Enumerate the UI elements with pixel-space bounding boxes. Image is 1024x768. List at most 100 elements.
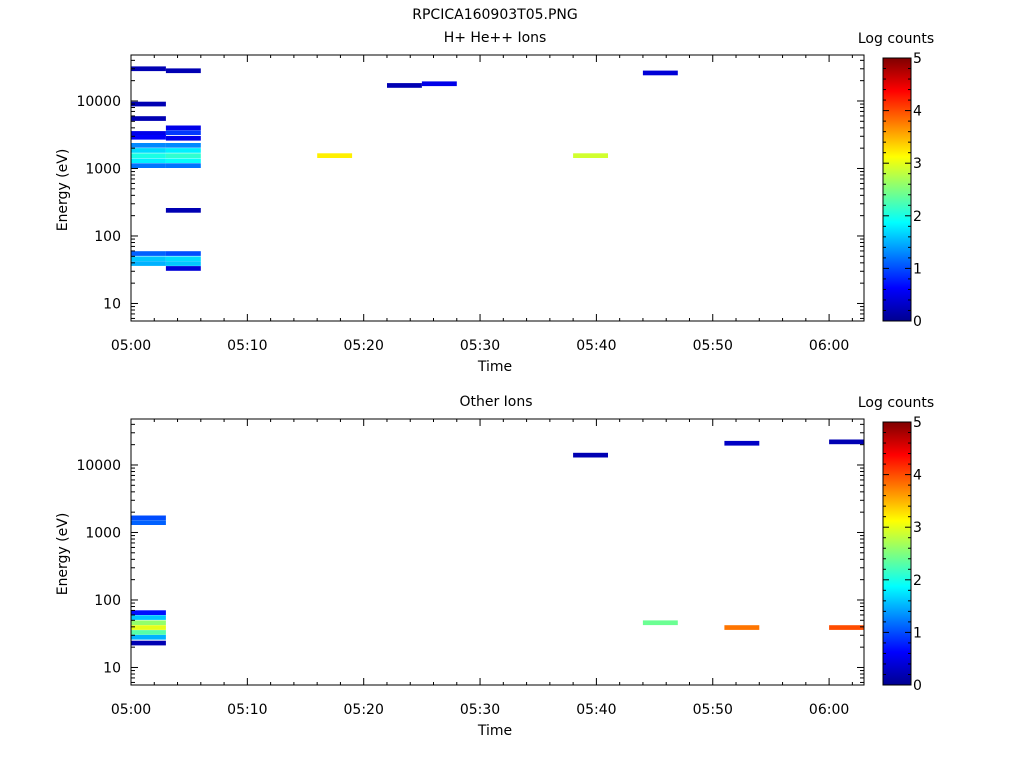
x-tick-label: 05:40 bbox=[576, 702, 616, 718]
panel-1-colorbar-ticks: 0 1 2 3 4 5 bbox=[883, 51, 922, 330]
heatmap-cell bbox=[724, 440, 760, 446]
panel-1-y-ticks: 10 100 1000 10000 bbox=[76, 59, 864, 319]
colorbar-tick-label: 0 bbox=[913, 678, 922, 694]
heatmap-cell bbox=[131, 116, 166, 121]
heatmap-cell bbox=[131, 134, 166, 140]
x-tick-label: 05:00 bbox=[111, 338, 151, 354]
heatmap-cell bbox=[165, 208, 201, 213]
heatmap-cell bbox=[131, 143, 166, 148]
heatmap-cell bbox=[165, 261, 201, 266]
colorbar-tick-label: 4 bbox=[913, 104, 922, 120]
x-tick-label: 05:50 bbox=[693, 702, 733, 718]
y-tick-label: 10 bbox=[103, 660, 121, 676]
colorbar-tick-label: 1 bbox=[913, 261, 922, 277]
x-tick-label: 05:10 bbox=[227, 702, 267, 718]
heatmap-cell bbox=[131, 620, 166, 626]
colorbar-tick-label: 4 bbox=[913, 468, 922, 484]
y-tick-label: 10 bbox=[103, 296, 121, 312]
x-tick-label: 05:30 bbox=[460, 702, 500, 718]
panel-2-y-ticks: 10 100 1000 10000 bbox=[76, 423, 864, 683]
x-tick-label: 05:30 bbox=[460, 338, 500, 354]
heatmap-cell bbox=[131, 256, 166, 262]
colorbar-tick-label: 0 bbox=[913, 314, 922, 330]
panel-2-y-axis-label: Energy (eV) bbox=[55, 513, 71, 596]
x-tick-label: 06:00 bbox=[809, 338, 849, 354]
panel-2-colorbar-label: Log counts bbox=[858, 395, 934, 411]
heatmap-cell bbox=[131, 163, 166, 168]
heatmap-cell bbox=[829, 439, 864, 445]
heatmap-cell bbox=[165, 68, 201, 74]
heatmap-cell bbox=[131, 131, 166, 136]
figure-title: RPCICA160903T05.PNG bbox=[412, 7, 577, 23]
heatmap-cell bbox=[165, 143, 201, 148]
heatmap-cell bbox=[573, 452, 608, 458]
heatmap-cell bbox=[131, 640, 166, 646]
x-tick-label: 06:00 bbox=[809, 702, 849, 718]
x-tick-label: 05:50 bbox=[693, 338, 733, 354]
heatmap-cell bbox=[573, 153, 608, 158]
colorbar-tick-label: 3 bbox=[913, 520, 922, 536]
colorbar-tick-label: 2 bbox=[913, 573, 922, 589]
panel-2-title: Other Ions bbox=[459, 394, 532, 410]
y-tick-label: 10000 bbox=[76, 94, 121, 110]
heatmap-cell bbox=[387, 83, 422, 88]
heatmap-cell bbox=[165, 125, 201, 131]
heatmap-cell bbox=[642, 620, 678, 626]
x-tick-label: 05:00 bbox=[111, 702, 151, 718]
panel-2-x-axis-label: Time bbox=[477, 723, 512, 739]
colorbar-tick-label: 2 bbox=[913, 209, 922, 225]
panel-1-colorbar-label: Log counts bbox=[858, 31, 934, 47]
colorbar-tick-label: 5 bbox=[913, 415, 922, 431]
x-tick-label: 05:20 bbox=[344, 338, 384, 354]
panel-1-heatmap bbox=[131, 66, 678, 271]
heatmap-cell bbox=[165, 158, 201, 164]
heatmap-cell bbox=[131, 625, 166, 630]
heatmap-cell bbox=[131, 515, 166, 521]
heatmap-cell bbox=[131, 66, 166, 72]
panel-2-heatmap bbox=[131, 439, 864, 646]
heatmap-cell bbox=[131, 158, 166, 164]
heatmap-cell bbox=[165, 163, 201, 168]
heatmap-cell bbox=[131, 610, 166, 615]
heatmap-cell bbox=[829, 625, 864, 630]
panel-1-colorbar bbox=[882, 57, 912, 322]
heatmap-cell bbox=[131, 615, 166, 620]
heatmap-cell bbox=[165, 153, 201, 158]
panel-other-ions: Other Ions Log counts 10 100 1000 10000 05:… bbox=[55, 394, 934, 739]
heatmap-cell bbox=[317, 153, 353, 158]
panel-2-colorbar bbox=[882, 421, 912, 686]
y-tick-label: 100 bbox=[94, 593, 121, 609]
heatmap-cell bbox=[131, 520, 166, 525]
panel-1-x-axis-label: Time bbox=[477, 359, 512, 375]
panel-1-title: H+ He++ Ions bbox=[444, 30, 547, 46]
colorbar-tick-label: 3 bbox=[913, 156, 922, 172]
heatmap-cell bbox=[642, 70, 678, 76]
heatmap-cell bbox=[421, 81, 457, 87]
heatmap-cell bbox=[131, 261, 166, 266]
panel-1-x-ticks: 05:00 05:10 05:20 05:30 05:40 05:50 06:00 bbox=[111, 55, 853, 354]
heatmap-cell bbox=[165, 148, 201, 153]
heatmap-cell bbox=[165, 130, 201, 135]
panel-2-frame bbox=[130, 418, 865, 686]
panel-1-frame bbox=[130, 54, 865, 322]
heatmap-cell bbox=[165, 266, 201, 271]
heatmap-cell bbox=[165, 251, 201, 256]
heatmap-cell bbox=[165, 256, 201, 262]
colorbar-tick-label: 5 bbox=[913, 51, 922, 67]
y-tick-label: 10000 bbox=[76, 458, 121, 474]
heatmap-cell bbox=[131, 251, 166, 256]
heatmap-cell bbox=[165, 135, 201, 141]
y-tick-label: 1000 bbox=[85, 161, 121, 177]
x-tick-label: 05:20 bbox=[344, 702, 384, 718]
y-tick-label: 1000 bbox=[85, 525, 121, 541]
panel-2-x-ticks: 05:00 05:10 05:20 05:30 05:40 05:50 06:00 bbox=[111, 419, 853, 718]
panel-2-colorbar-ticks: 0 1 2 3 4 5 bbox=[883, 415, 922, 694]
x-tick-label: 05:10 bbox=[227, 338, 267, 354]
heatmap-cell bbox=[131, 148, 166, 153]
heatmap-cell bbox=[724, 625, 760, 630]
heatmap-cell bbox=[131, 634, 166, 640]
x-tick-label: 05:40 bbox=[576, 338, 616, 354]
panel-1-y-axis-label: Energy (eV) bbox=[55, 149, 71, 232]
